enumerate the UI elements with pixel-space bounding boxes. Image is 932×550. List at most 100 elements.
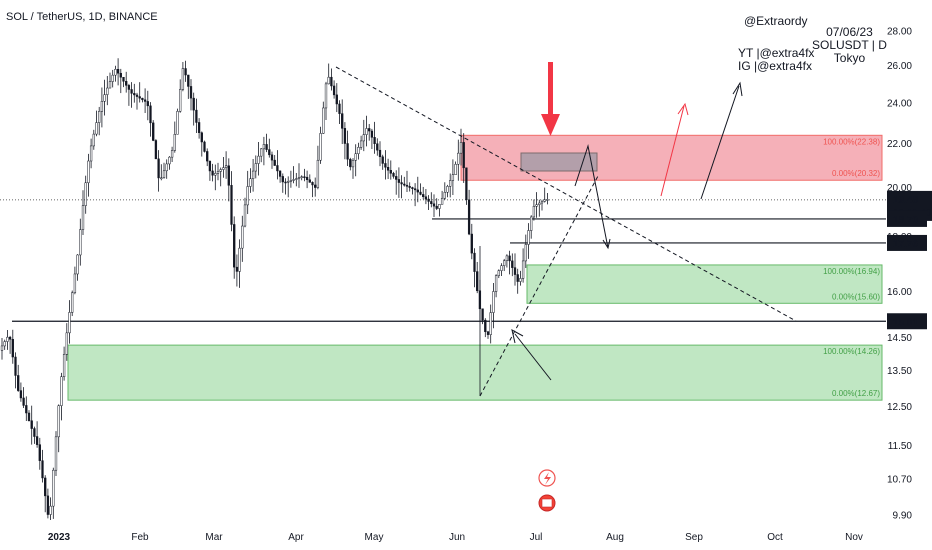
candle-body: [405, 184, 409, 187]
candle-body: [179, 89, 182, 112]
candle-body: [38, 444, 41, 461]
candle-body: [424, 196, 428, 200]
candle-body: [411, 187, 414, 189]
candle-body: [27, 412, 31, 421]
candle-body: [297, 177, 301, 179]
candle-body: [376, 143, 379, 151]
candle-body: [354, 153, 357, 161]
candle-body: [451, 174, 455, 181]
candle-body: [162, 170, 166, 179]
date-text: 07/06/23: [826, 25, 873, 39]
candle-body: [268, 149, 271, 156]
candle-body: [211, 170, 214, 176]
candle-body: [230, 185, 233, 225]
candle-body: [519, 278, 522, 282]
candle-body: [165, 163, 168, 172]
candle-body: [413, 188, 417, 191]
candle-body: [327, 76, 330, 85]
candle-body: [173, 134, 176, 151]
y-tick-label: 13.50: [887, 366, 912, 377]
candle-body: [95, 122, 98, 135]
candle-body: [71, 292, 74, 313]
candle-body: [200, 132, 203, 143]
candle-body: [332, 85, 336, 96]
candle-body: [135, 94, 139, 97]
candle-body: [241, 225, 244, 249]
x-tick-label: Nov: [845, 532, 863, 543]
x-tick-label: Jun: [449, 532, 465, 543]
candle-body: [511, 260, 514, 268]
candle-body: [430, 201, 433, 205]
arrow-black-up-head: [732, 81, 743, 97]
candle-body: [524, 244, 527, 262]
candle-body: [257, 155, 260, 164]
zone-label-top: 100.00%(16.94): [823, 267, 880, 276]
x-tick-label: Feb: [131, 532, 149, 543]
candle-body: [346, 143, 349, 160]
zone-label-bottom: 0.00%(20.32): [832, 169, 880, 178]
candle-body: [219, 169, 222, 172]
candle-body: [295, 178, 298, 180]
zone-demand-lower: [67, 344, 883, 401]
candle-body: [133, 93, 136, 96]
candle-body: [454, 163, 457, 175]
candle-body: [92, 133, 95, 147]
zone-label-top: 100.00%(14.26): [823, 347, 880, 356]
candle-body: [41, 460, 44, 479]
candle-body: [116, 68, 120, 74]
candle-body: [408, 186, 411, 188]
candle-body: [89, 145, 93, 162]
candle-body: [17, 375, 20, 391]
candle-body: [532, 206, 536, 218]
candle-body: [111, 74, 114, 82]
candle-body: [52, 469, 55, 507]
candle-body: [503, 260, 506, 266]
candle-body: [349, 158, 352, 168]
candle-body: [368, 128, 371, 132]
candle-body: [214, 173, 217, 176]
meta-note: 07/06/23 SOLUSDT | D Tokyo: [812, 26, 887, 65]
candle-body: [527, 230, 530, 245]
trendline-down: [335, 66, 797, 322]
x-tick-label: Aug: [606, 532, 624, 543]
candle-body: [76, 254, 79, 275]
candle-body: [338, 103, 341, 114]
candle-body: [203, 141, 206, 152]
candle-body: [311, 182, 314, 186]
arrow-red-up: [660, 105, 685, 197]
candle-body: [60, 376, 63, 406]
candle-body: [449, 180, 452, 187]
candle-body: [470, 233, 473, 254]
candle-body: [119, 72, 122, 78]
candle-body: [543, 199, 546, 202]
candle-body: [54, 436, 58, 471]
y-tick-label: 26.00: [887, 61, 912, 72]
candle-body: [6, 336, 9, 342]
candle-body: [303, 176, 306, 178]
candle-body: [19, 390, 23, 399]
arrow-pointer: [514, 333, 552, 381]
candle-body: [138, 96, 141, 99]
candle-body: [324, 83, 328, 109]
y-tick-label: 9.90: [893, 511, 913, 522]
candle-body: [249, 178, 252, 187]
candle-body: [389, 170, 392, 174]
candle-body: [262, 144, 266, 150]
author-handle: @Extraordy: [744, 14, 808, 28]
candle-body: [130, 89, 133, 94]
candle-body: [160, 177, 163, 180]
candle-body: [30, 420, 33, 429]
session-text: Tokyo: [833, 51, 866, 65]
candle-body: [287, 181, 290, 183]
candle-body: [384, 163, 387, 168]
candle-body: [143, 99, 147, 102]
y-tick-label: 11.50: [888, 441, 913, 452]
candle-body: [62, 354, 66, 377]
candle-body: [476, 271, 479, 292]
candle-body: [57, 405, 60, 438]
candle-body: [443, 191, 446, 199]
candle-body: [176, 111, 179, 135]
candle-body: [403, 183, 406, 186]
candle-body: [224, 165, 228, 168]
